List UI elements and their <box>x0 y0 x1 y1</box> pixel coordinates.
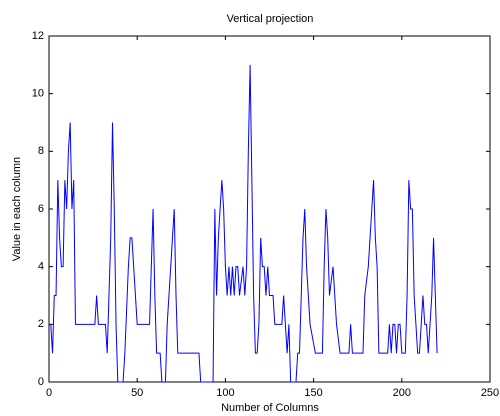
data-line <box>50 64 438 383</box>
x-tick-label: 250 <box>481 387 499 399</box>
y-tick-label: 6 <box>38 203 44 215</box>
y-tick-label: 0 <box>38 376 44 388</box>
y-tick-label: 8 <box>38 145 44 157</box>
x-tick-label: 200 <box>393 387 411 399</box>
y-tick-label: 10 <box>32 88 44 100</box>
plot-frame <box>48 35 491 383</box>
x-tick-label: 50 <box>131 387 143 399</box>
y-tick-label: 12 <box>32 30 44 42</box>
chart-title: Vertical projection <box>227 13 314 25</box>
y-axis-label: Value in each column <box>11 157 23 261</box>
x-axis-label: Number of Columns <box>221 402 319 414</box>
y-tick-label: 4 <box>38 261 44 273</box>
y-tick-label: 2 <box>38 318 44 330</box>
x-tick-label: 100 <box>216 387 234 399</box>
x-tick-label: 150 <box>304 387 322 399</box>
x-tick-label: 0 <box>46 387 52 399</box>
